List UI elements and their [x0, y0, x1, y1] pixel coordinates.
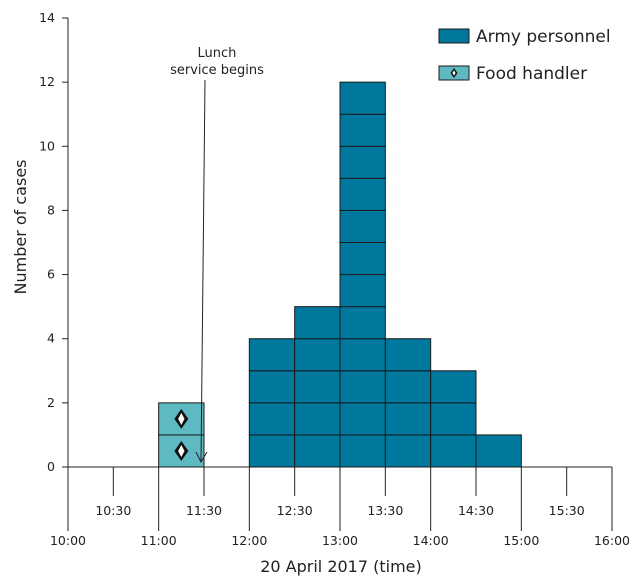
- food-handler-marker-icon: [174, 408, 189, 429]
- case-box: [339, 402, 386, 436]
- case-box: [339, 370, 386, 404]
- legend: Army personnel Food handler: [438, 27, 611, 84]
- case-box: [339, 145, 386, 179]
- legend-label: Army personnel: [476, 27, 611, 47]
- case-box: [384, 402, 432, 436]
- y-tick-label: 0: [47, 459, 55, 474]
- case-box: [294, 370, 341, 404]
- x-tick-label: 11:00: [141, 533, 177, 548]
- case-box: [248, 338, 296, 372]
- x-tick-label: 11:30: [186, 503, 222, 518]
- x-tick-label: 14:30: [458, 503, 494, 518]
- x-tick-label: 16:00: [594, 533, 630, 548]
- case-box: [248, 370, 296, 404]
- arrowhead-icon: [195, 451, 208, 464]
- case-box: [384, 370, 432, 404]
- x-tick-label: 15:00: [503, 533, 539, 548]
- x-tick-label: 10:30: [95, 503, 131, 518]
- annotation-text: service begins: [170, 63, 264, 78]
- case-box: [384, 338, 432, 372]
- marker-inner: [452, 70, 456, 76]
- case-box: [294, 402, 341, 436]
- case-box: [339, 242, 386, 276]
- annotation-text: Lunch: [198, 46, 237, 61]
- case-box: [339, 113, 386, 147]
- x-tick-label: 14:00: [413, 533, 449, 548]
- y-axis-title: Number of cases: [11, 160, 30, 295]
- y-tick-label: 12: [39, 74, 55, 89]
- case-box: [475, 434, 522, 468]
- case-box: [384, 434, 432, 468]
- case-box: [294, 338, 341, 372]
- case-box: [339, 81, 386, 115]
- x-tick-label: 13:00: [322, 533, 358, 548]
- case-box: [430, 434, 477, 468]
- x-tick-label: 13:30: [367, 503, 403, 518]
- case-box: [339, 338, 386, 372]
- y-tick-label: 4: [47, 331, 55, 346]
- annotation-arrow-line: [200, 79, 206, 463]
- legend-label: Food handler: [476, 64, 587, 84]
- y-tick-label: 10: [39, 138, 55, 153]
- case-box: [339, 177, 386, 211]
- case-box: [430, 370, 477, 404]
- case-box: [339, 274, 386, 308]
- case-box: [339, 209, 386, 244]
- y-tick-label: 6: [47, 267, 55, 282]
- y-tick-label: 8: [47, 202, 55, 217]
- case-box: [339, 306, 386, 340]
- food-handler-marker-icon: [450, 68, 458, 78]
- case-box: [294, 434, 341, 468]
- case-box: [430, 402, 477, 436]
- bars: [158, 81, 522, 468]
- x-tick-label: 10:00: [50, 533, 86, 548]
- annotation: Lunch service begins: [170, 46, 264, 464]
- legend-swatch: [438, 28, 470, 44]
- case-box: [339, 434, 386, 468]
- x-axis-title: 20 April 2017 (time): [260, 557, 422, 576]
- marker-inner: [178, 412, 185, 425]
- tick-labels: 0 2 4 6 8 10 12 14 10:00 11:00 12:00 13:00 14:00 15:0…: [39, 10, 630, 548]
- case-box: [248, 402, 296, 436]
- food-handler-marker-icon: [174, 440, 189, 461]
- marker-inner: [178, 444, 185, 457]
- case-box: [294, 306, 341, 340]
- y-tick-label: 14: [39, 10, 55, 25]
- x-tick-label: 12:30: [277, 503, 313, 518]
- case-box: [248, 434, 296, 468]
- x-tick-label: 15:30: [549, 503, 585, 518]
- x-tick-label: 12:00: [231, 533, 267, 548]
- y-tick-label: 2: [47, 395, 55, 410]
